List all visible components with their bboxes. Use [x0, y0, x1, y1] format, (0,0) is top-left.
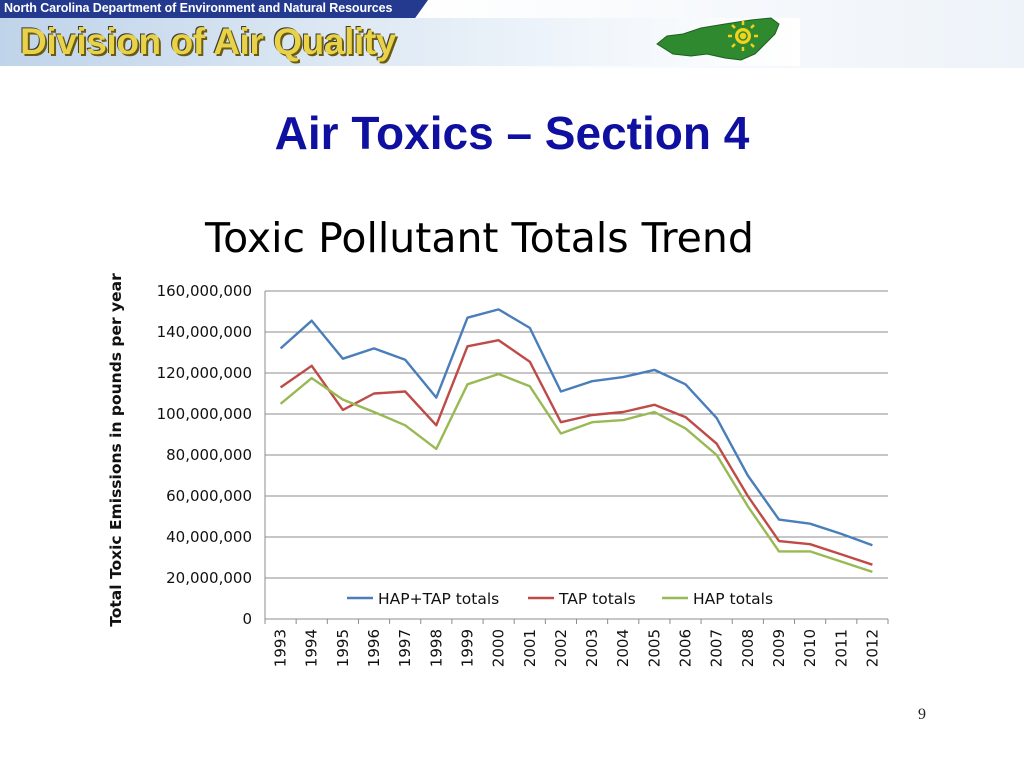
- x-tick-labels: 1993 1994 1995 1996 1997 1998 1999 2000 2001 2002…: [272, 629, 882, 667]
- x-tick-label: 2008: [739, 629, 757, 667]
- x-tick-label: 2000: [490, 629, 508, 667]
- x-tick-label: 1993: [272, 629, 290, 667]
- y-tick-label: 20,000,000: [166, 569, 252, 587]
- x-tick-label: 2006: [677, 629, 695, 667]
- x-tick-label: 1995: [334, 629, 352, 667]
- x-tick-label: 2007: [708, 629, 726, 667]
- agency-name: North Carolina Department of Environment…: [4, 1, 393, 15]
- slide-number: 9: [918, 706, 926, 723]
- x-tick-label: 2003: [583, 629, 601, 667]
- y-tick-label: 100,000,000: [157, 405, 252, 423]
- x-tick-label: 2005: [645, 629, 663, 667]
- y-tick-label: 80,000,000: [166, 446, 252, 464]
- slide-title: Air Toxics – Section 4: [274, 107, 750, 159]
- agency-bar: North Carolina Department of Environment…: [0, 0, 428, 18]
- y-tick-label: 140,000,000: [157, 323, 252, 341]
- nc-state-sun-icon: [656, 17, 780, 61]
- series-line-0: [279, 308, 873, 547]
- x-tick-label: 2002: [552, 629, 570, 667]
- chart-title: Toxic Pollutant Totals Trend: [205, 214, 754, 262]
- y-tick-label: 0: [242, 610, 252, 628]
- header-banner: North Carolina Department of Environment…: [0, 0, 1024, 68]
- x-tick-label: 1994: [303, 629, 321, 667]
- x-tick-label: 2012: [863, 629, 881, 667]
- x-tick-label: 1997: [396, 629, 414, 667]
- y-tick-labels: 0 20,000,000 40,000,000 60,000,000 80,000,00…: [157, 282, 252, 628]
- x-tick-label: 2011: [832, 629, 850, 667]
- legend-label: TAP totals: [558, 590, 636, 608]
- y-tick-label: 160,000,000: [157, 282, 252, 300]
- y-tick-label: 120,000,000: [157, 364, 252, 382]
- x-tick-label: 1996: [365, 629, 383, 667]
- x-tick-label: 2009: [770, 629, 788, 667]
- x-tick-label: 2001: [521, 629, 539, 667]
- y-tick-label: 60,000,000: [166, 487, 252, 505]
- legend-label: HAP+TAP totals: [378, 590, 499, 608]
- legend: HAP+TAP totals TAP totals HAP totals: [347, 590, 773, 608]
- x-tick-label: 1999: [458, 629, 476, 667]
- series-line-2: [279, 372, 873, 574]
- y-tick-label: 40,000,000: [166, 528, 252, 546]
- x-tick-label: 1998: [427, 629, 445, 667]
- series-line-1: [279, 339, 873, 566]
- x-tick-label: 2004: [614, 629, 632, 667]
- legend-label: HAP totals: [693, 590, 773, 608]
- division-name: Division of Air Quality: [20, 21, 396, 62]
- series-lines: [279, 308, 873, 574]
- x-tick-label: 2010: [801, 629, 819, 667]
- axes: [264, 291, 889, 624]
- y-axis-label: Total Toxic Emissions in pounds per year: [107, 273, 125, 627]
- gridlines: [265, 290, 888, 579]
